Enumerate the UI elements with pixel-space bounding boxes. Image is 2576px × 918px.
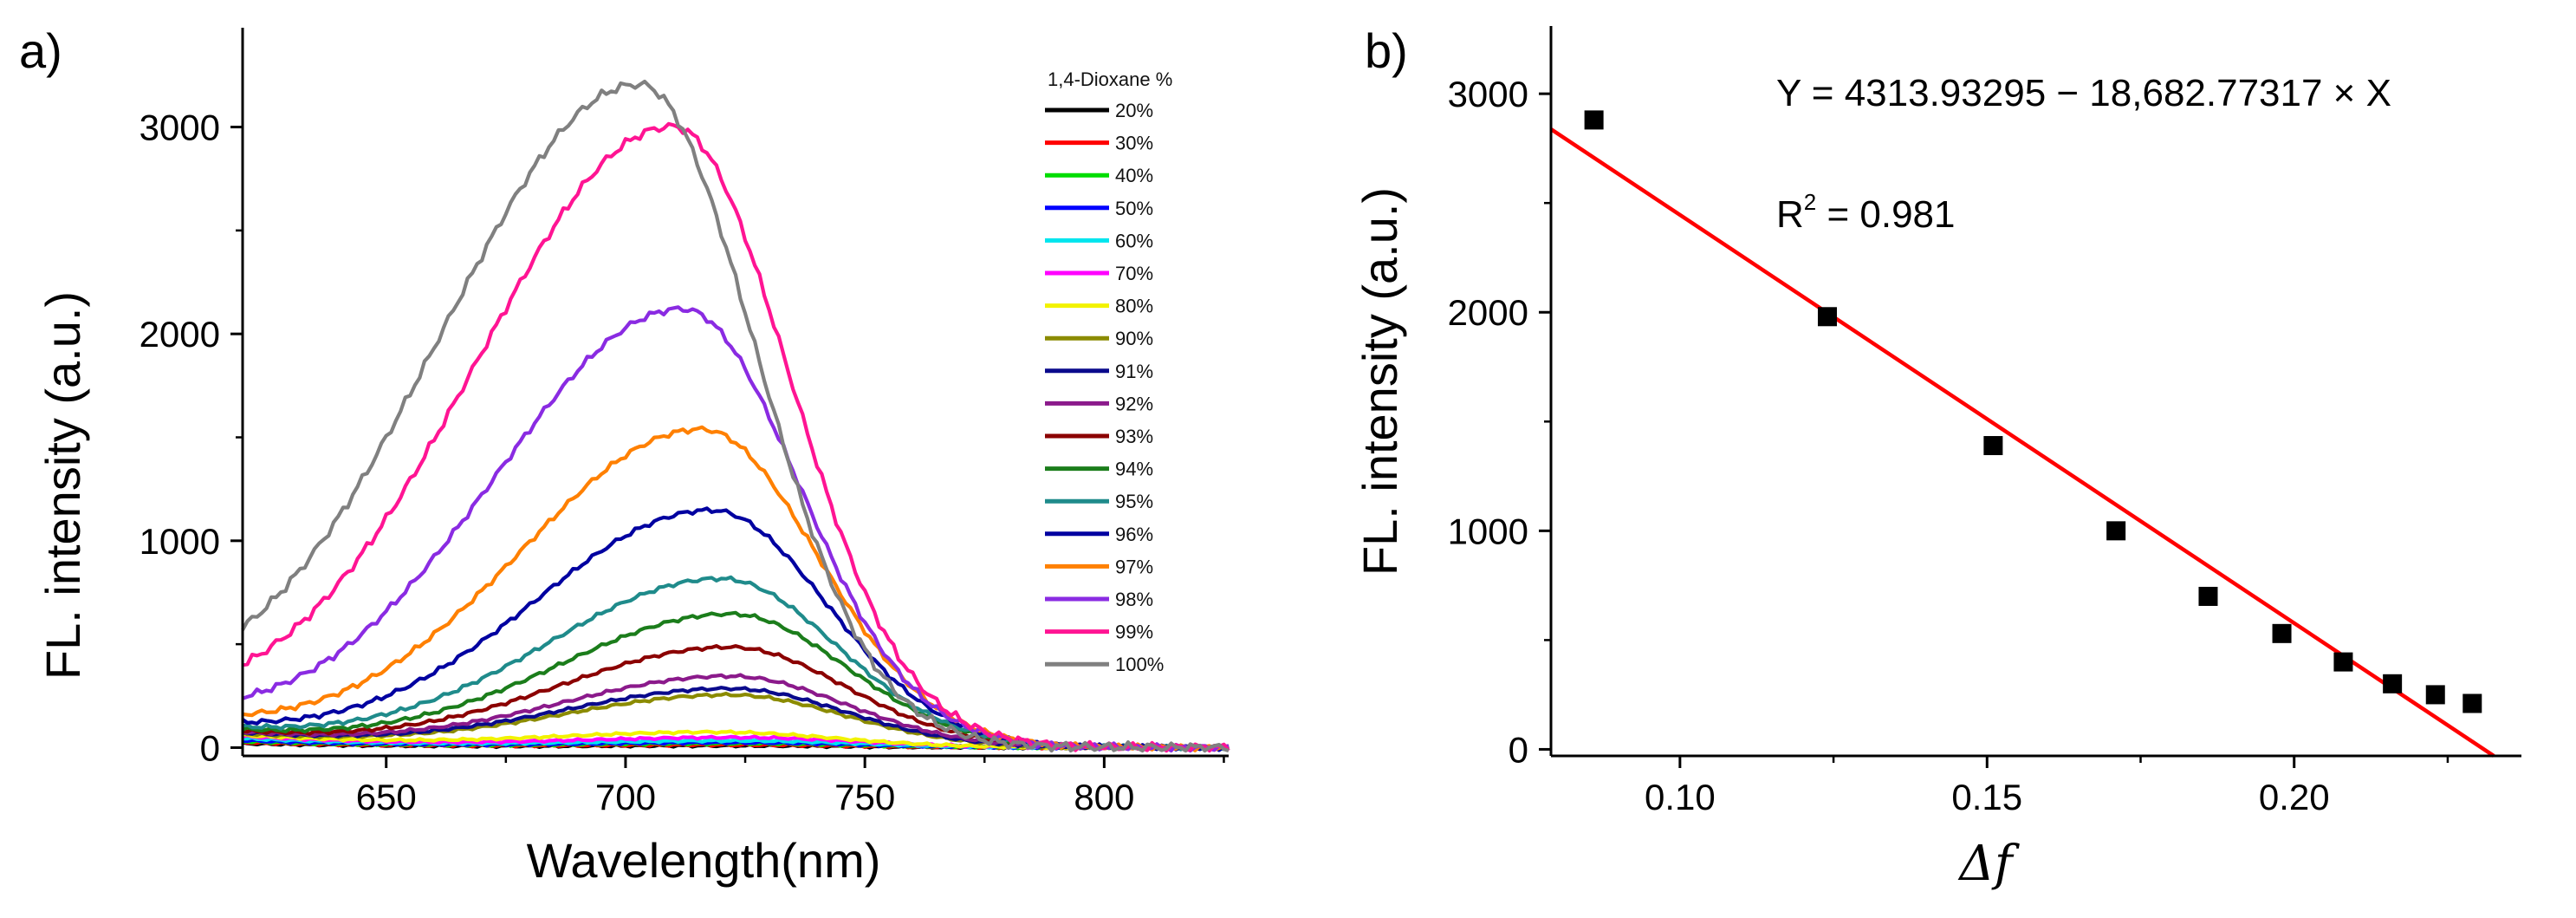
legend-label: 96%: [1115, 524, 1153, 545]
legend-label: 92%: [1115, 393, 1153, 414]
legend-label: 70%: [1115, 263, 1153, 284]
panel-a-axes: 650 700 750 800 0 1000 2000 3000: [140, 28, 1229, 817]
data-point: [1983, 436, 2003, 456]
panel-b-fit: [1549, 127, 2495, 758]
panel-a-x-axis-title: Wavelength(nm): [527, 833, 881, 888]
panel-a-label: a): [19, 23, 62, 78]
y-tick-label: 1000: [140, 521, 220, 562]
legend-label: 50%: [1115, 198, 1153, 219]
r-squared-symbol: R: [1776, 193, 1804, 236]
legend-label: 60%: [1115, 230, 1153, 251]
panel-b: b) FL. intensity (a.u.) Δf 0.10 0.15 0.200…: [1353, 23, 2521, 892]
r-squared-superscript: 2: [1804, 189, 1816, 215]
legend-label: 90%: [1115, 328, 1153, 349]
panel-a: a) FL. intensity (a.u.) Wavelength(nm) 6…: [19, 23, 1230, 888]
y-tick-label: 0: [1509, 729, 1528, 770]
legend-label: 95%: [1115, 491, 1153, 512]
y-tick-label: 2000: [140, 314, 220, 355]
spectrum-line-100pct: [241, 79, 1230, 753]
spectrum-line-98pct: [242, 305, 1230, 753]
legend-label: 100%: [1115, 654, 1164, 675]
x-tick-label: 800: [1074, 777, 1134, 817]
x-tick-label: 0.10: [1645, 777, 1716, 817]
legend-title: 1,4-Dioxane %: [1048, 68, 1172, 90]
y-tick-label: 1000: [1448, 511, 1528, 551]
fit-line: [1549, 127, 2495, 758]
panel-b-y-axis-title: FL. intensity (a.u.): [1353, 187, 1407, 576]
legend-label: 99%: [1115, 622, 1153, 643]
legend-label: 40%: [1115, 165, 1153, 186]
data-point: [1817, 307, 1837, 327]
data-point: [2333, 652, 2353, 672]
y-tick-label: 3000: [1448, 74, 1528, 114]
y-tick-label: 2000: [1448, 292, 1528, 333]
data-point: [2425, 685, 2445, 705]
y-tick-label: 0: [200, 727, 220, 768]
data-point: [1584, 110, 1604, 130]
legend-label: 94%: [1115, 459, 1153, 480]
y-tick-label: 3000: [140, 107, 220, 148]
legend-label: 97%: [1115, 556, 1153, 577]
x-tick-label: 650: [356, 777, 417, 817]
r-squared: R2 = 0.981: [1776, 189, 1956, 236]
x-tick-label: 0.15: [1951, 777, 2022, 817]
data-point: [2198, 586, 2218, 606]
panel-b-points: [1584, 110, 2482, 713]
legend-label: 20%: [1115, 100, 1153, 121]
panel-b-axes: 0.10 0.15 0.20 0 1000 2000 3000: [1448, 26, 2521, 817]
data-point: [2272, 623, 2292, 643]
legend-label: 80%: [1115, 296, 1153, 317]
data-point: [2106, 521, 2126, 541]
spectrum-line-97pct: [242, 425, 1230, 752]
x-tick-label: 700: [595, 777, 656, 817]
x-tick-label: 750: [834, 777, 895, 817]
r-squared-value: = 0.981: [1816, 193, 1955, 236]
panel-b-label: b): [1365, 23, 1408, 78]
panel-a-y-axis-title: FL. intensity (a.u.): [36, 291, 90, 680]
data-point: [2383, 674, 2403, 693]
data-point: [2462, 693, 2482, 713]
panel-b-x-axis-title: Δf: [1957, 836, 2020, 892]
legend-label: 30%: [1115, 133, 1153, 154]
fit-equation: Y = 4313.93295 − 18,682.77317 × X: [1776, 72, 2391, 114]
legend-label: 93%: [1115, 426, 1153, 447]
panel-a-legend: 1,4-Dioxane % 20% 30% 40% 50% 60% 70% 80% 90% 91…: [1045, 68, 1172, 675]
x-tick-label: 0.20: [2259, 777, 2330, 817]
legend-label: 98%: [1115, 589, 1153, 610]
legend-label: 91%: [1115, 361, 1153, 382]
panel-a-curves: [241, 79, 1230, 753]
